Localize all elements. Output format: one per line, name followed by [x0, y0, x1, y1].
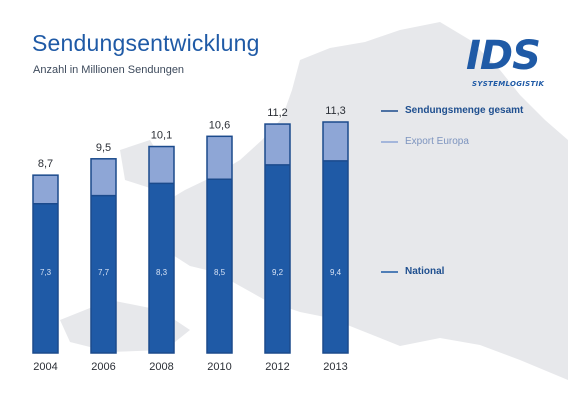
national-label-2013: 9,4 — [330, 268, 342, 277]
total-label-2008: 10,1 — [151, 130, 172, 142]
logo-text: IDS — [466, 33, 541, 79]
bar-export-2004 — [33, 175, 58, 204]
total-label-2004: 8,7 — [38, 158, 53, 170]
bar-export-2008 — [149, 146, 174, 184]
chart-title: Sendungsentwicklung — [32, 30, 260, 56]
bar-export-2013 — [323, 122, 348, 161]
x-tick-label-2010: 2010 — [207, 361, 231, 373]
bar-outline-2006 — [90, 158, 117, 354]
bar-outline-2004 — [32, 174, 59, 354]
national-label-2008: 8,3 — [156, 268, 168, 277]
bar-national-2004 — [33, 203, 58, 353]
bar-outline-2012 — [264, 123, 291, 354]
bar-national-2013 — [323, 160, 348, 353]
bar-outline-2008 — [148, 145, 175, 354]
bar-outline-2013 — [322, 121, 349, 354]
total-label-2012: 11,2 — [267, 107, 288, 119]
bar-export-2006 — [91, 158, 116, 196]
x-tick-label-2013: 2013 — [323, 361, 347, 373]
ids-logo: IDS SYSTEMLOGISTIK — [462, 34, 544, 92]
logo-subtext: SYSTEMLOGISTIK — [472, 80, 545, 88]
national-label-2006: 7,7 — [98, 268, 110, 277]
bar-outline-2010 — [206, 135, 233, 354]
x-tick-label-2004: 2004 — [33, 361, 57, 373]
legend-national: National — [405, 266, 445, 277]
legend-export: Export Europa — [405, 136, 469, 147]
x-tick-label-2006: 2006 — [91, 361, 115, 373]
x-tick-label-2012: 2012 — [265, 361, 289, 373]
bar-export-2010 — [207, 136, 232, 180]
national-label-2004: 7,3 — [40, 268, 52, 277]
total-label-2010: 10,6 — [209, 119, 230, 131]
national-label-2010: 8,5 — [214, 268, 226, 277]
bars-group: 8,7 7,3 2004 9,5 7,7 2006 10,1 8,3 2008 10,6 8,5 20… — [32, 105, 349, 373]
total-label-2013: 11,3 — [325, 105, 346, 117]
bar-national-2006 — [91, 195, 116, 353]
bar-national-2012 — [265, 164, 290, 353]
bar-national-2008 — [149, 183, 174, 353]
legend-total: Sendungsmenge gesamt — [405, 105, 524, 116]
x-tick-label-2008: 2008 — [149, 361, 173, 373]
bar-export-2012 — [265, 124, 290, 165]
total-label-2006: 9,5 — [96, 142, 111, 154]
national-label-2012: 9,2 — [272, 268, 284, 277]
bar-national-2010 — [207, 179, 232, 353]
chart-subtitle: Anzahl in Millionen Sendungen — [33, 64, 185, 76]
